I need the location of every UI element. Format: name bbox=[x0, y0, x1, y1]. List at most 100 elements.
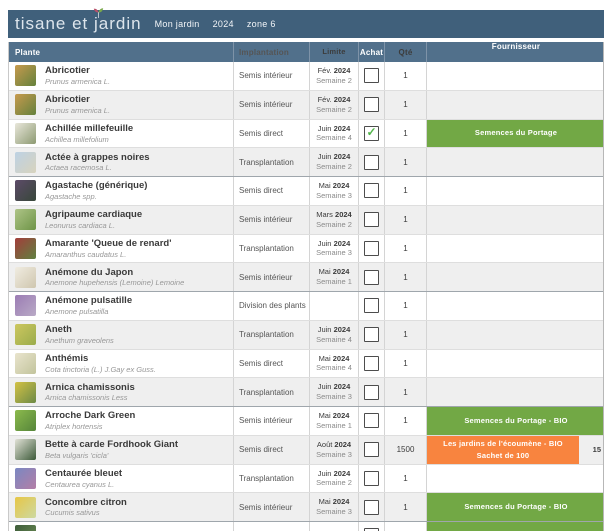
supplier-cell bbox=[426, 465, 604, 493]
plant-cell[interactable]: Amarante 'Queue de renard' Amaranthus ca… bbox=[9, 235, 233, 263]
achat-checkbox[interactable]: ✓ bbox=[364, 413, 379, 428]
supplier-sublabel: Sachet de 100 bbox=[477, 450, 530, 462]
implantation-cell: Transplantation bbox=[233, 148, 309, 176]
plant-cell[interactable]: Anémone pulsatille Anemone pulsatilla bbox=[9, 292, 233, 320]
achat-checkbox[interactable]: ✓ bbox=[364, 126, 379, 141]
plant-cell[interactable]: Aneth Anethum graveolens bbox=[9, 321, 233, 349]
limite-date: Juin 2024 bbox=[318, 152, 351, 162]
supplier-button[interactable]: Semences du Portage - BIO bbox=[427, 522, 604, 531]
implantation-cell: Semis direct bbox=[233, 436, 309, 464]
limite-cell bbox=[309, 292, 358, 320]
supplier-cell bbox=[426, 292, 604, 320]
plant-thumbnail bbox=[15, 497, 36, 518]
plant-cell[interactable]: Centaurée bleuet Centaurea cyanus L. bbox=[9, 465, 233, 493]
supplier-button[interactable]: Semences du Portage - BIO bbox=[427, 493, 604, 521]
nav-item-year[interactable]: 2024 bbox=[213, 19, 234, 29]
achat-checkbox[interactable]: ✓ bbox=[364, 270, 379, 285]
plant-cell[interactable]: Achillée millefeuille Achillea millefoli… bbox=[9, 120, 233, 148]
achat-checkbox[interactable]: ✓ bbox=[364, 155, 379, 170]
limite-week: Semaine 4 bbox=[316, 363, 352, 373]
plant-cell[interactable]: Concombre citron Cucumis sativus bbox=[9, 493, 233, 521]
table-row: Bette à carde Fordhook Giant Beta vulgar… bbox=[9, 436, 603, 465]
limite-week: Semaine 1 bbox=[316, 421, 352, 431]
limite-cell: Juin 2024 Semaine 2 bbox=[309, 465, 358, 493]
table-row: Arnica chamissonis Arnica chamissonis Le… bbox=[9, 378, 603, 407]
plant-latin-name: Prunus armenica L. bbox=[45, 77, 110, 86]
qty-cell: 1 bbox=[384, 350, 426, 378]
supplier-button[interactable]: Semences du Portage bbox=[427, 120, 604, 148]
limite-week: Semaine 3 bbox=[316, 248, 352, 258]
limite-cell: Juin 2024 Semaine 3 bbox=[309, 378, 358, 406]
column-header-plante: Plante bbox=[9, 42, 233, 62]
supplier-cell bbox=[426, 206, 604, 234]
plant-latin-name: Actaea racemosa L. bbox=[45, 163, 150, 172]
table-header-row: Plante Implantation Limite Achat Qté Fou… bbox=[9, 42, 603, 62]
achat-cell: ✓ bbox=[358, 321, 384, 349]
supplier-cell bbox=[426, 235, 604, 263]
plant-thumbnail bbox=[15, 295, 36, 316]
implantation-cell: Semis direct bbox=[233, 120, 309, 148]
achat-checkbox[interactable]: ✓ bbox=[364, 68, 379, 83]
limite-date: Fév. 2024 bbox=[318, 95, 351, 105]
plant-cell[interactable]: Bette à carde Fordhook Giant Beta vulgar… bbox=[9, 436, 233, 464]
table-row: Achillée millefeuille Achillea millefoli… bbox=[9, 120, 603, 149]
achat-checkbox[interactable]: ✓ bbox=[364, 356, 379, 371]
qty-cell: 1 bbox=[384, 465, 426, 493]
achat-cell: ✓ bbox=[358, 177, 384, 205]
achat-checkbox[interactable]: ✓ bbox=[364, 471, 379, 486]
implantation-cell: Transplantation bbox=[233, 465, 309, 493]
supplier-button[interactable]: Les jardins de l'écoumène - BIO Sachet d… bbox=[427, 436, 579, 464]
supplier-cell bbox=[426, 62, 604, 90]
plant-cell[interactable]: Arnica chamissonis Arnica chamissonis Le… bbox=[9, 378, 233, 406]
plant-cell[interactable]: Anthémis Cota tinctoria (L.) J.Gay ex Gu… bbox=[9, 350, 233, 378]
achat-checkbox[interactable]: ✓ bbox=[364, 500, 379, 515]
limite-cell: Mai 2024 Semaine 1 bbox=[309, 263, 358, 291]
plant-cell[interactable]: Agastache (générique) Agastache spp. bbox=[9, 177, 233, 205]
plant-cell[interactable]: Agripaume cardiaque Leonurus cardiaca L. bbox=[9, 206, 233, 234]
qty-cell: 1 bbox=[384, 407, 426, 435]
plant-cell[interactable]: Courge Turban (Buttercup) bbox=[9, 522, 233, 531]
limite-week: Semaine 4 bbox=[316, 133, 352, 143]
supplier-button[interactable]: Semences du Portage - BIO bbox=[427, 407, 604, 435]
plant-name: Aneth bbox=[45, 324, 114, 336]
plant-latin-name: Anemone hupehensis (Lemoine) Lemoine bbox=[45, 278, 184, 287]
achat-cell: ✓ bbox=[358, 148, 384, 176]
limite-week: Semaine 3 bbox=[316, 450, 352, 460]
implantation-cell: Semis intérieur bbox=[233, 263, 309, 291]
plant-cell[interactable]: Abricotier Prunus armenica L. bbox=[9, 62, 233, 90]
nav-item-zone[interactable]: zone 6 bbox=[247, 19, 276, 29]
plant-name: Arnica chamissonis bbox=[45, 382, 135, 394]
nav-item-mon-jardin[interactable]: Mon jardin bbox=[155, 19, 200, 29]
plant-cell[interactable]: Actée à grappes noires Actaea racemosa L… bbox=[9, 148, 233, 176]
plant-name: Anémone pulsatille bbox=[45, 295, 132, 307]
limite-date: Mai 2024 bbox=[319, 497, 350, 507]
plant-thumbnail bbox=[15, 65, 36, 86]
plant-thumbnail bbox=[15, 209, 36, 230]
plant-latin-name: Achillea millefolium bbox=[45, 135, 133, 144]
table-row: Agastache (générique) Agastache spp. Sem… bbox=[9, 177, 603, 206]
achat-cell: ✓ bbox=[358, 206, 384, 234]
app-logo[interactable]: tisane et jardin bbox=[15, 14, 142, 34]
supplier-cell: Semences du Portage bbox=[426, 120, 604, 148]
plant-name: Abricotier bbox=[45, 94, 110, 106]
achat-checkbox[interactable]: ✓ bbox=[364, 298, 379, 313]
achat-checkbox[interactable]: ✓ bbox=[364, 97, 379, 112]
plant-cell[interactable]: Abricotier Prunus armenica L. bbox=[9, 91, 233, 119]
plant-name: Anthémis bbox=[45, 353, 156, 365]
achat-checkbox[interactable]: ✓ bbox=[364, 212, 379, 227]
limite-date: Mai 2024 bbox=[319, 267, 350, 277]
limite-date: Juin 2024 bbox=[318, 239, 351, 249]
achat-checkbox[interactable]: ✓ bbox=[364, 385, 379, 400]
limite-date: Juin 2024 bbox=[318, 325, 351, 335]
limite-cell: Fév. 2024 Semaine 2 bbox=[309, 62, 358, 90]
achat-checkbox[interactable]: ✓ bbox=[364, 442, 379, 457]
plant-cell[interactable]: Arroche Dark Green Atriplex hortensis bbox=[9, 407, 233, 435]
achat-checkbox[interactable]: ✓ bbox=[364, 183, 379, 198]
qty-cell: 1 bbox=[384, 263, 426, 291]
plant-cell[interactable]: Anémone du Japon Anemone hupehensis (Lem… bbox=[9, 263, 233, 291]
table-row: Arroche Dark Green Atriplex hortensis Se… bbox=[9, 407, 603, 436]
achat-checkbox[interactable]: ✓ bbox=[364, 241, 379, 256]
achat-checkbox[interactable]: ✓ bbox=[364, 327, 379, 342]
plant-latin-name: Centaurea cyanus L. bbox=[45, 480, 122, 489]
limite-cell: Mai 2024 Semaine 3 bbox=[309, 493, 358, 521]
